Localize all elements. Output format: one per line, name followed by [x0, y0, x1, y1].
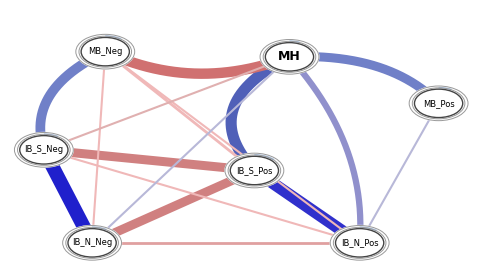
- Text: IB_N_Pos: IB_N_Pos: [341, 238, 378, 247]
- Wedge shape: [290, 40, 300, 57]
- Circle shape: [336, 229, 384, 257]
- Circle shape: [76, 34, 134, 69]
- Circle shape: [260, 40, 319, 74]
- Text: MB_Neg: MB_Neg: [88, 47, 122, 56]
- Circle shape: [20, 136, 68, 164]
- Wedge shape: [360, 226, 378, 243]
- Text: IB_S_Pos: IB_S_Pos: [236, 166, 273, 175]
- Circle shape: [68, 229, 116, 257]
- Text: MB_Pos: MB_Pos: [422, 99, 454, 108]
- Circle shape: [414, 89, 463, 117]
- Text: IB_S_Neg: IB_S_Neg: [24, 145, 64, 154]
- Wedge shape: [106, 35, 122, 52]
- Wedge shape: [254, 154, 275, 170]
- Wedge shape: [438, 87, 452, 103]
- Text: IB_N_Neg: IB_N_Neg: [72, 238, 112, 247]
- Wedge shape: [44, 133, 59, 150]
- Text: MH: MH: [278, 50, 301, 63]
- Circle shape: [14, 133, 74, 167]
- Wedge shape: [92, 226, 107, 243]
- Circle shape: [225, 153, 284, 188]
- Circle shape: [230, 156, 278, 185]
- Circle shape: [409, 86, 468, 121]
- Circle shape: [330, 225, 389, 260]
- Circle shape: [266, 43, 314, 71]
- Circle shape: [81, 37, 130, 66]
- Circle shape: [62, 225, 122, 260]
